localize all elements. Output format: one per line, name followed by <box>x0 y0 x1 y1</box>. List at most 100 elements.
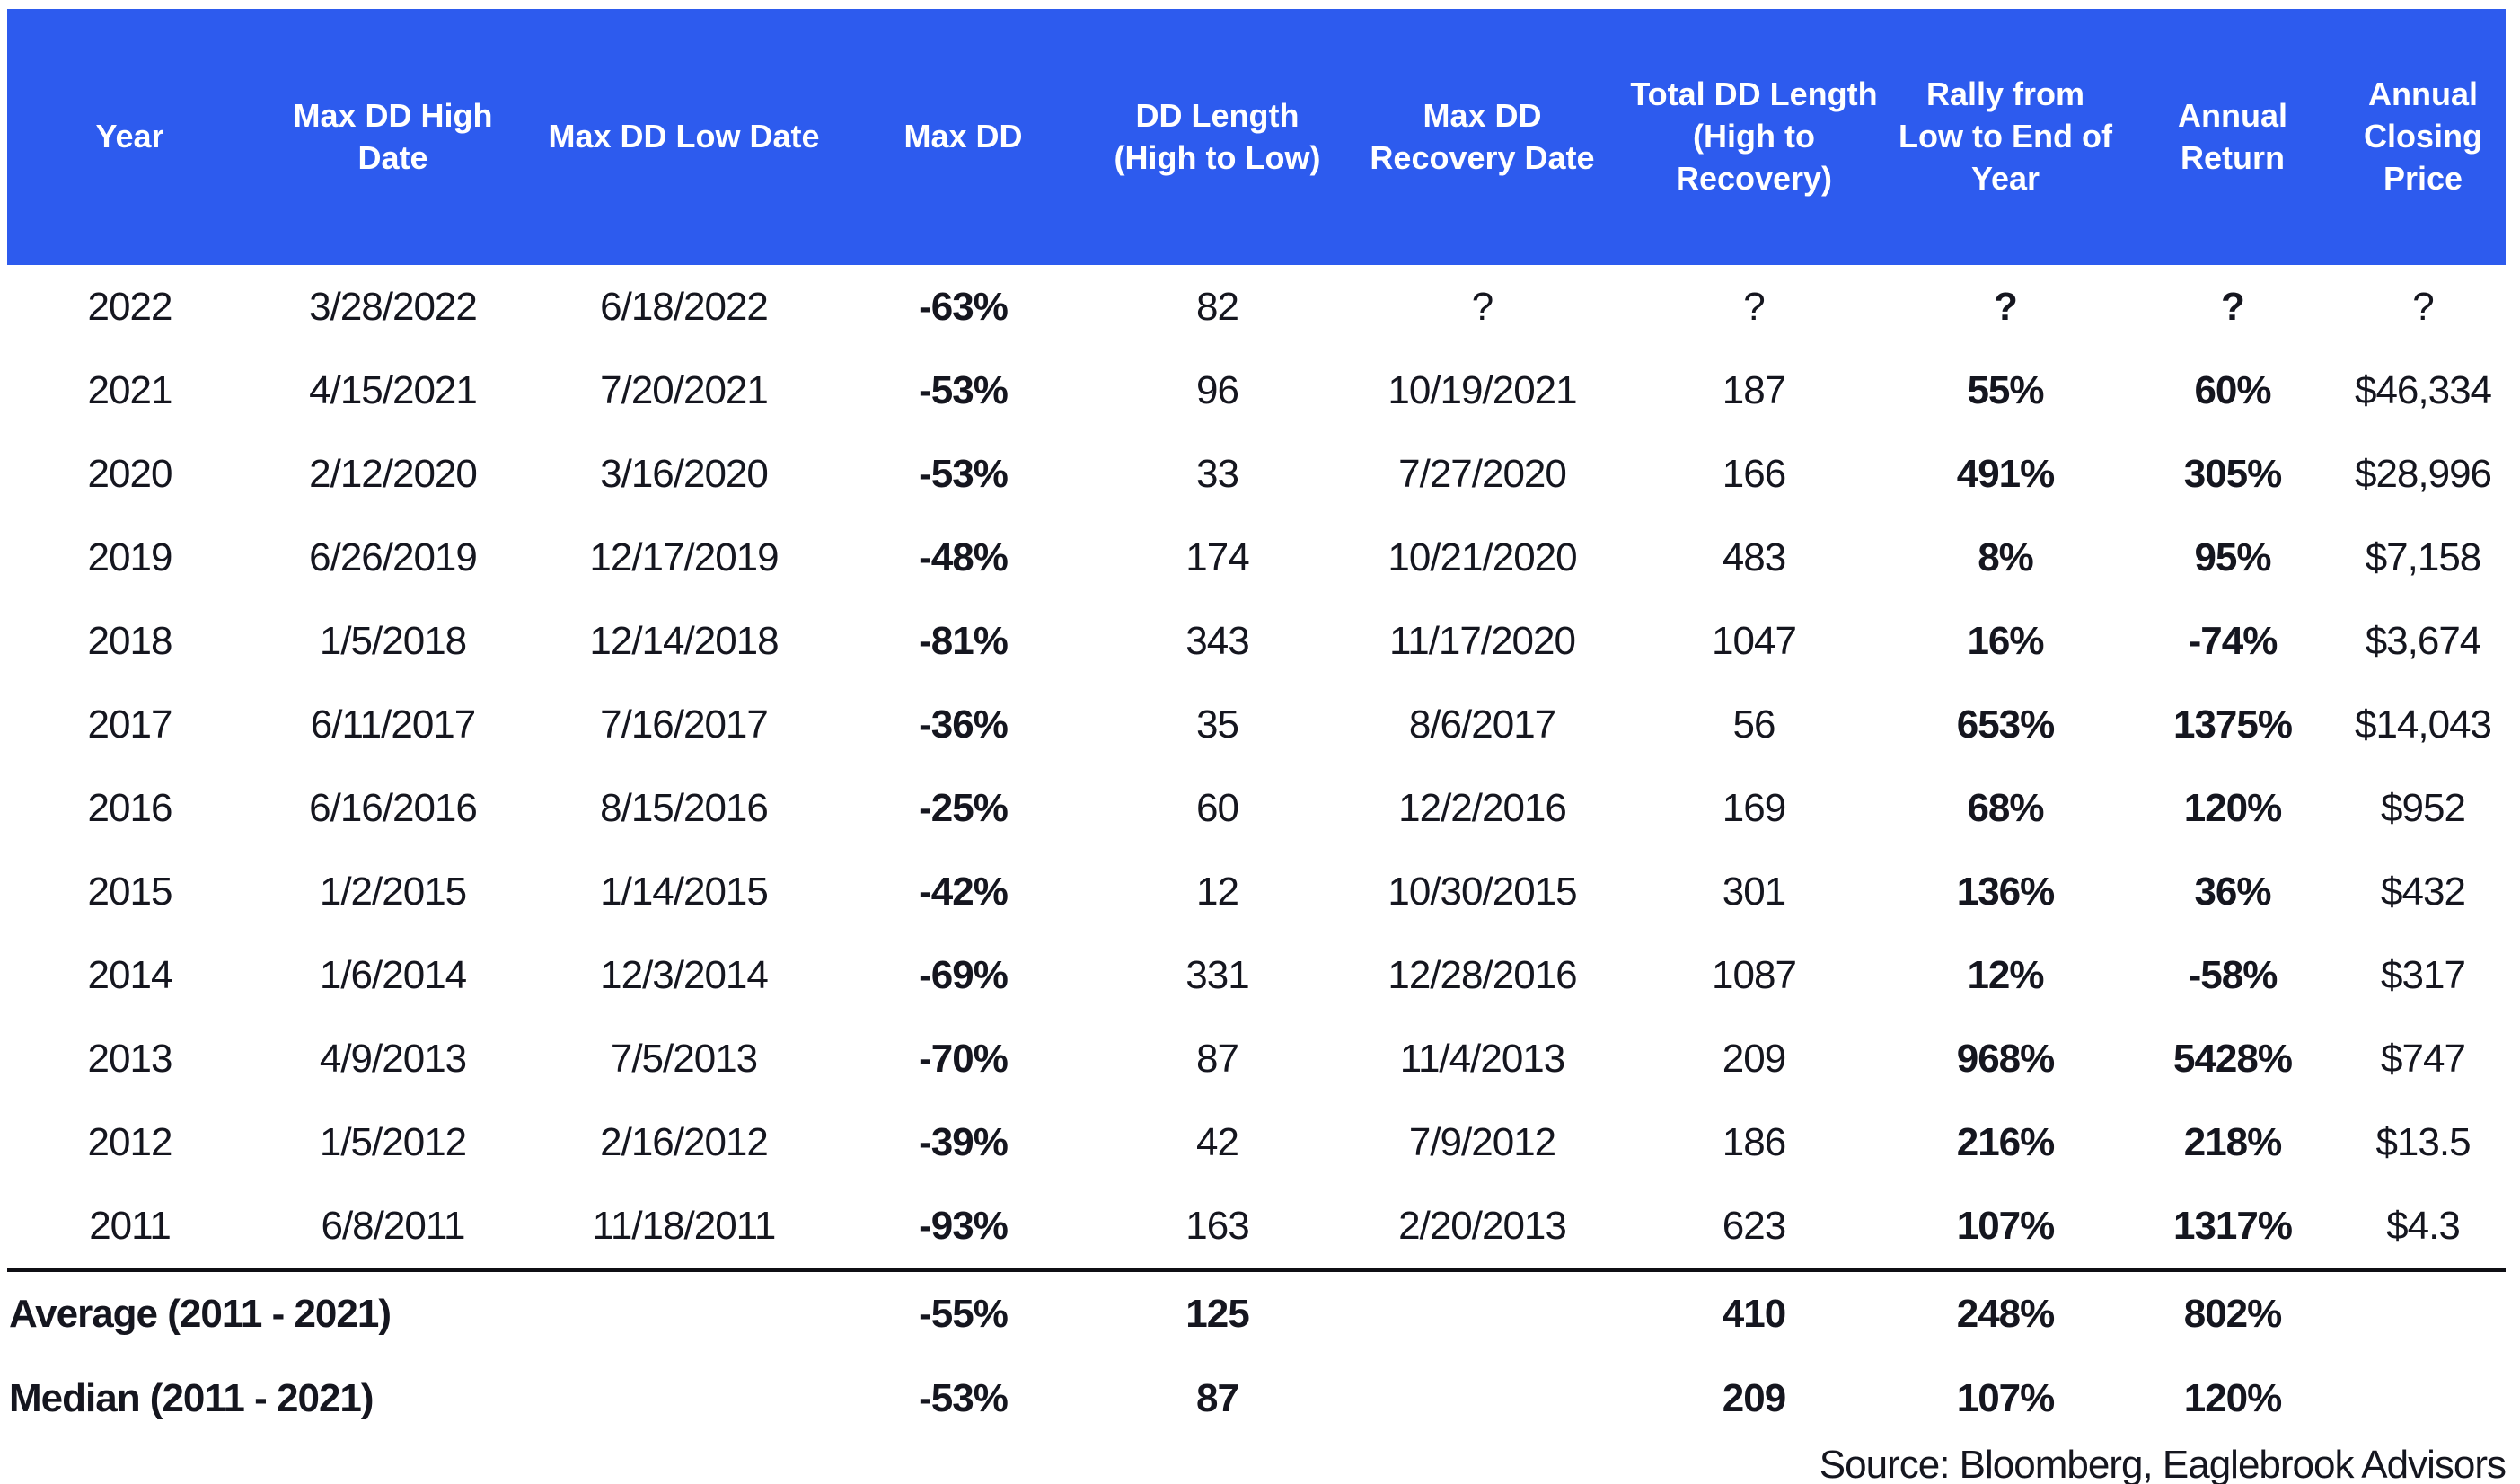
summary-cell-annual-closing-price <box>2340 1356 2506 1441</box>
cell-annual-closing-price: $3,674 <box>2365 618 2482 663</box>
cell-total-dd-length: 623 <box>1722 1203 1786 1248</box>
table-row-2016: 2016 6/16/2016 8/15/2016 -25% 60 12/2/2016 169… <box>7 766 2506 850</box>
cell-max-dd-low-date: 6/18/2022 <box>600 284 769 329</box>
cell-max-dd: -53% <box>919 451 1009 496</box>
cell-year: 2022 <box>87 284 173 329</box>
cell-max-dd: -81% <box>919 618 1009 663</box>
header-cell-max-dd-low-date: Max DD Low Date <box>533 9 834 265</box>
cell-max-dd-recovery-date: 11/4/2013 <box>1399 1036 1565 1081</box>
cell-dd-length: 82 <box>1196 284 1239 329</box>
cell-max-dd-recovery-date: 10/19/2021 <box>1388 367 1577 412</box>
cell-annual-return: 95% <box>2194 534 2271 579</box>
table-row-2020: 2020 2/12/2020 3/16/2020 -53% 33 7/27/2020 166… <box>7 432 2506 516</box>
cell-max-dd: -93% <box>919 1203 1009 1248</box>
cell-max-dd-high-date: 6/16/2016 <box>309 785 478 830</box>
cell-max-dd-recovery-date: 2/20/2013 <box>1398 1203 1567 1248</box>
cell-annual-closing-price: $28,996 <box>2354 451 2492 496</box>
cell-year: 2021 <box>87 367 173 412</box>
cell-max-dd-low-date: 1/14/2015 <box>600 869 769 914</box>
summary-cell-dd-length: 87 <box>1196 1376 1239 1420</box>
table-row-2013: 2013 4/9/2013 7/5/2013 -70% 87 11/4/2013 209 96… <box>7 1017 2506 1100</box>
cell-total-dd-length: 56 <box>1732 702 1776 746</box>
cell-total-dd-length: 186 <box>1722 1119 1786 1164</box>
summary-cell-total-dd-length: 410 <box>1622 1268 1886 1356</box>
cell-total-dd-length: 187 <box>1722 367 1786 412</box>
cell-max-dd-low-date: 7/16/2017 <box>600 702 769 746</box>
cell-year: 2018 <box>87 618 173 663</box>
cell-dd-length: 33 <box>1196 451 1239 496</box>
table-row-2021: 2021 4/15/2021 7/20/2021 -53% 96 10/19/2021 18… <box>7 349 2506 432</box>
table-body: 2022 3/28/2022 6/18/2022 -63% 82????? 2021 4/1… <box>7 265 2506 1441</box>
cell-annual-return: 60% <box>2194 367 2271 412</box>
cell-max-dd: -25% <box>919 785 1009 830</box>
cell-max-dd-recovery-date: 12/2/2016 <box>1398 785 1567 830</box>
summary-cell-max-dd-recovery-date <box>1343 1268 1622 1356</box>
cell-rally-from-low: 968% <box>1956 1036 2056 1081</box>
header-cell-annual-closing-price: Annual Closing Price <box>2340 9 2506 265</box>
cell-annual-return: 36% <box>2194 869 2271 914</box>
cell-total-dd-length: 166 <box>1722 451 1786 496</box>
cell-max-dd: -48% <box>919 534 1009 579</box>
cell-annual-return: -58% <box>2188 952 2278 997</box>
cell-rally-from-low: 107% <box>1956 1203 2056 1248</box>
summary-label: Median (2011 - 2021) <box>9 1376 374 1420</box>
header-cell-max-dd-recovery-date: Max DD Recovery Date <box>1343 9 1622 265</box>
cell-year: 2020 <box>87 451 173 496</box>
cell-annual-closing-price: $7,158 <box>2365 534 2482 579</box>
summary-cell-annual-return: 802% <box>2125 1268 2340 1356</box>
cell-annual-return: 1375% <box>2172 702 2293 746</box>
cell-year: 2019 <box>87 534 173 579</box>
summary-row-average: Average (2011 - 2021) -55% 125 410 248% 802% <box>7 1268 2506 1356</box>
table-row-2022: 2022 3/28/2022 6/18/2022 -63% 82????? <box>7 265 2506 349</box>
cell-rally-from-low: 16% <box>1967 618 2044 663</box>
summary-cell-max-dd-high-date <box>252 1268 533 1356</box>
table-row-2018: 2018 1/5/2018 12/14/2018 -81% 343 11/17/2020 1… <box>7 599 2506 683</box>
cell-year: 2016 <box>87 785 173 830</box>
summary-cell-max-dd: -55% <box>834 1268 1092 1356</box>
cell-dd-length: 87 <box>1196 1036 1239 1081</box>
cell-dd-length: 174 <box>1185 534 1249 579</box>
cell-max-dd: -53% <box>919 367 1009 412</box>
cell-annual-closing-price: $4.3 <box>2386 1203 2461 1248</box>
source-note: Source: Bloomberg, Eaglebrook Advisors <box>1819 1443 2507 1484</box>
cell-max-dd-high-date: 6/26/2019 <box>309 534 478 579</box>
summary-cell-rally-from-low: 248% <box>1886 1268 2125 1356</box>
table-row-2011: 2011 6/8/2011 11/18/2011 -93% 163 2/20/2013 62… <box>7 1184 2506 1270</box>
cell-annual-return: 218% <box>2183 1119 2283 1164</box>
cell-max-dd-high-date: 4/9/2013 <box>319 1036 467 1081</box>
cell-max-dd-low-date: 11/18/2011 <box>592 1203 777 1248</box>
cell-annual-closing-price: $317 <box>2381 952 2466 997</box>
cell-max-dd-recovery-date: 11/17/2020 <box>1389 618 1576 663</box>
cell-annual-closing-price: $952 <box>2381 785 2466 830</box>
cell-rally-from-low: 136% <box>1956 869 2056 914</box>
cell-max-dd-high-date: 6/11/2017 <box>310 702 476 746</box>
cell-dd-length: 12 <box>1196 869 1239 914</box>
cell-max-dd: -63% <box>919 284 1009 329</box>
summary-row-median: Median (2011 - 2021) -53% 87 209 107% 120% <box>7 1356 2506 1441</box>
cell-annual-return: 305% <box>2183 451 2283 496</box>
cell-total-dd-length: ? <box>1743 284 1765 329</box>
summary-cell-max-dd: -53% <box>919 1376 1009 1420</box>
cell-dd-length: 60 <box>1196 785 1239 830</box>
cell-total-dd-length: 483 <box>1722 534 1786 579</box>
bitcoin-drawdown-table: Year Max DD High Date Max DD Low Date Max D… <box>7 9 2506 1441</box>
cell-annual-closing-price: ? <box>2412 284 2434 329</box>
cell-annual-closing-price: $46,334 <box>2354 367 2492 412</box>
cell-total-dd-length: 1047 <box>1712 618 1797 663</box>
cell-max-dd-low-date: 8/15/2016 <box>600 785 769 830</box>
cell-max-dd-high-date: 6/8/2011 <box>321 1203 465 1248</box>
cell-rally-from-low: 55% <box>1967 367 2044 412</box>
cell-annual-return: -74% <box>2188 618 2278 663</box>
cell-dd-length: 343 <box>1185 618 1249 663</box>
cell-max-dd-recovery-date: 8/6/2017 <box>1408 702 1556 746</box>
cell-annual-closing-price: $747 <box>2381 1036 2466 1081</box>
cell-year: 2015 <box>87 869 173 914</box>
cell-annual-return: 5428% <box>2172 1036 2293 1081</box>
summary-cell-dd-length: 125 <box>1092 1268 1343 1356</box>
summary-cell-max-dd-low-date <box>533 1268 834 1356</box>
cell-max-dd-high-date: 1/6/2014 <box>319 952 467 997</box>
cell-dd-length: 42 <box>1196 1119 1239 1164</box>
cell-max-dd-low-date: 12/14/2018 <box>589 618 779 663</box>
cell-max-dd: -69% <box>919 952 1009 997</box>
table-container: Year Max DD High Date Max DD Low Date Max D… <box>7 9 2506 1441</box>
